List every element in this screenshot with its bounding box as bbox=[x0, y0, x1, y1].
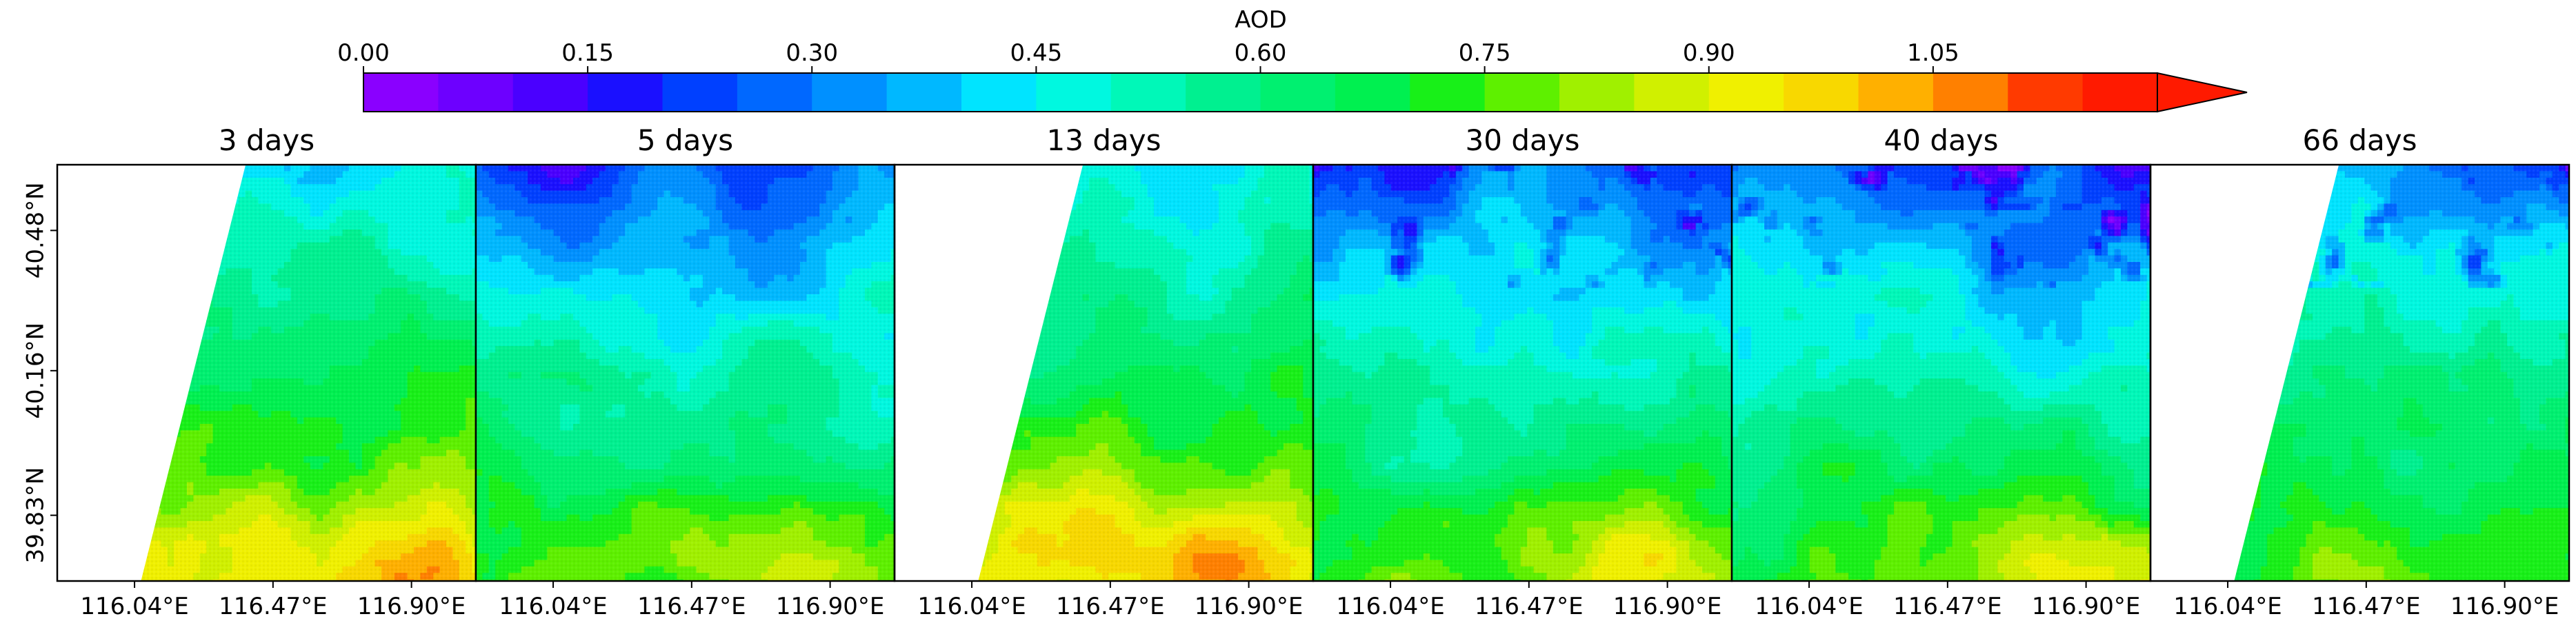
x-tick-label: 116.90°E bbox=[776, 593, 884, 620]
colorbar-tick-label: 0.60 bbox=[1235, 39, 1287, 67]
colorbar-bins bbox=[363, 72, 2248, 113]
colorbar-ticks: 0.00 0.15 0.30 0.45 0.60 0.75 0.90 1.05 bbox=[337, 39, 1959, 73]
x-tick-label: 116.47°E bbox=[1893, 593, 2001, 620]
colorbar-tick-label: 0.75 bbox=[1459, 39, 1511, 67]
x-tick-label: 116.47°E bbox=[2312, 593, 2420, 620]
colorbar-bin bbox=[1410, 73, 1486, 112]
colorbar-extend-arrow bbox=[2157, 72, 2248, 113]
colorbar-bin bbox=[1484, 73, 1560, 112]
colorbar-tick-label: 1.05 bbox=[1907, 39, 1959, 67]
panel-2: 5 days bbox=[475, 123, 896, 582]
colorbar-tick-label: 0.00 bbox=[337, 39, 390, 67]
panel-title: 5 days bbox=[637, 123, 733, 157]
colorbar-bin bbox=[1858, 73, 1934, 112]
x-tick-label: 116.90°E bbox=[357, 593, 466, 620]
panel-title: 40 days bbox=[1884, 123, 1999, 157]
colorbar-bin bbox=[737, 73, 812, 112]
colorbar-tick-label: 0.90 bbox=[1683, 39, 1735, 67]
y-axis: 40.48°N 40.16°N 39.83°N bbox=[22, 182, 57, 564]
x-tick-label: 116.04°E bbox=[917, 593, 1026, 620]
colorbar-tick-label: 0.15 bbox=[561, 39, 614, 67]
colorbar-bin bbox=[512, 73, 588, 112]
map-panels: 3 days 5 days 13 days 30 days 40 days 66 days bbox=[56, 123, 2570, 582]
colorbar-bin bbox=[1186, 73, 1261, 112]
colorbar-bin bbox=[961, 73, 1037, 112]
colorbar-bin bbox=[2082, 73, 2158, 112]
colorbar-bin bbox=[1784, 73, 1859, 112]
x-tick-label: 116.47°E bbox=[637, 593, 746, 620]
x-tick-label: 116.04°E bbox=[1336, 593, 1444, 620]
y-tick-label: 40.16°N bbox=[22, 323, 50, 419]
colorbar-bin bbox=[662, 73, 738, 112]
colorbar-bin bbox=[1260, 73, 1336, 112]
colorbar-bin bbox=[1335, 73, 1410, 112]
colorbar: AOD 0.00 0.15 0.30 0.45 0.60 0.75 0.90 1.05 bbox=[337, 6, 2248, 113]
colorbar-bin bbox=[1110, 73, 1186, 112]
texture-overlay bbox=[141, 165, 476, 581]
panel-title: 30 days bbox=[1466, 123, 1580, 157]
texture-overlay bbox=[2234, 165, 2569, 581]
colorbar-tick-label: 0.45 bbox=[1010, 39, 1063, 67]
panel-5: 40 days bbox=[1730, 123, 2152, 582]
x-tick-label: 116.04°E bbox=[1755, 593, 1863, 620]
y-tick-label: 40.48°N bbox=[22, 182, 50, 278]
colorbar-tick-label: 0.30 bbox=[786, 39, 838, 67]
x-tick-label: 116.04°E bbox=[80, 593, 188, 620]
x-axis: 116.04°E 116.47°E 116.90°E 116.04°E 116.47°E… bbox=[80, 581, 2559, 620]
texture-overlay bbox=[978, 165, 1313, 581]
panel-frame bbox=[2149, 163, 2570, 582]
panel-1: 3 days bbox=[56, 123, 477, 582]
colorbar-bin bbox=[363, 73, 439, 112]
panel-4: 30 days bbox=[1312, 123, 1733, 582]
texture-overlay bbox=[1732, 165, 2150, 581]
colorbar-label: AOD bbox=[1235, 6, 1287, 34]
y-tick-label: 39.83°N bbox=[22, 467, 50, 564]
panel-title: 3 days bbox=[219, 123, 314, 157]
colorbar-bin bbox=[812, 73, 888, 112]
panel-title: 66 days bbox=[2303, 123, 2417, 157]
x-tick-label: 116.90°E bbox=[2032, 593, 2140, 620]
x-tick-label: 116.04°E bbox=[499, 593, 607, 620]
colorbar-bin bbox=[2008, 73, 2084, 112]
texture-overlay bbox=[1313, 165, 1732, 581]
texture-overlay bbox=[476, 165, 895, 581]
x-tick-label: 116.90°E bbox=[1195, 593, 1303, 620]
x-tick-label: 116.90°E bbox=[2450, 593, 2559, 620]
colorbar-bin bbox=[1708, 73, 1784, 112]
x-tick-label: 116.47°E bbox=[1475, 593, 1583, 620]
x-tick-label: 116.47°E bbox=[219, 593, 327, 620]
panel-6: 66 days bbox=[2149, 123, 2570, 582]
colorbar-bin bbox=[1036, 73, 1112, 112]
x-tick-label: 116.90°E bbox=[1613, 593, 1721, 620]
colorbar-bin bbox=[588, 73, 663, 112]
colorbar-bin bbox=[1559, 73, 1635, 112]
x-tick-label: 116.04°E bbox=[2173, 593, 2282, 620]
colorbar-bin bbox=[1933, 73, 2008, 112]
colorbar-bin bbox=[886, 73, 962, 112]
colorbar-bin bbox=[1634, 73, 1710, 112]
colorbar-bin bbox=[438, 73, 514, 112]
panel-title: 13 days bbox=[1047, 123, 1161, 157]
panel-3: 13 days bbox=[893, 123, 1315, 582]
x-tick-label: 116.47°E bbox=[1056, 593, 1164, 620]
